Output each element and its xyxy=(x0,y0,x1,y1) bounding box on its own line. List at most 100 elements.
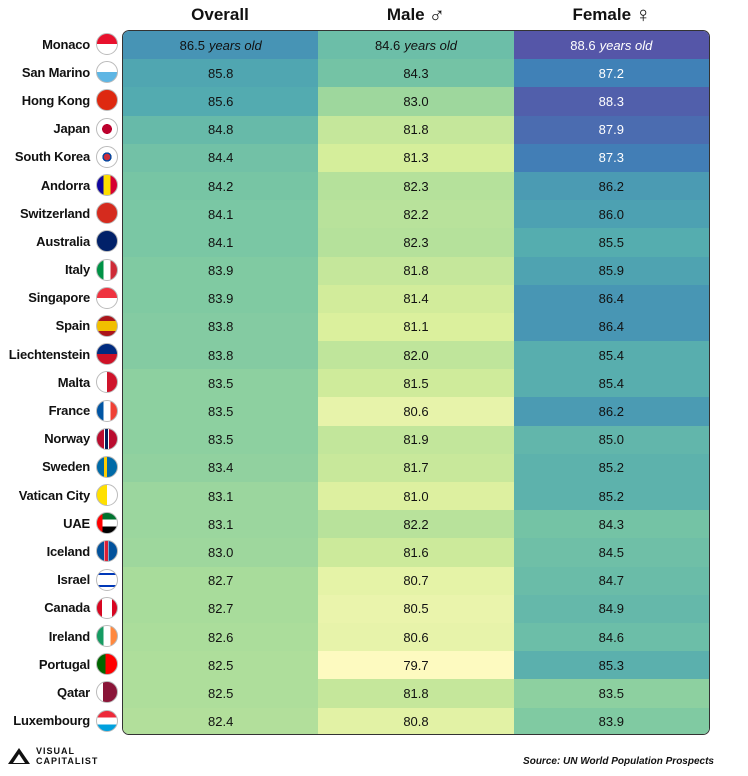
country-label-row: Iceland xyxy=(0,537,122,565)
flag-malta-icon xyxy=(96,371,118,394)
male-value: 80.7 xyxy=(403,573,429,589)
male-value-cell: 82.2 xyxy=(318,510,514,539)
table-row: 83.9 81.8 85.9 xyxy=(123,256,709,285)
male-value: 80.5 xyxy=(403,601,429,617)
country-label-row: Hong Kong xyxy=(0,86,122,114)
table-row: 83.9 81.4 86.4 xyxy=(123,284,709,313)
female-value-cell: 86.2 xyxy=(513,171,709,201)
female-value-cell: 87.9 xyxy=(513,115,709,144)
overall-value: 83.9 xyxy=(208,263,234,279)
male-value-cell: 82.3 xyxy=(318,228,514,257)
male-value: 81.8 xyxy=(403,685,429,701)
female-value: 86.4 xyxy=(598,291,624,307)
male-value: 79.7 xyxy=(403,657,429,673)
male-value: 82.3 xyxy=(403,234,429,250)
flag-norway-icon xyxy=(96,427,118,450)
flag-ireland-icon xyxy=(96,625,118,648)
flag-australia-icon xyxy=(96,230,118,253)
female-value-cell: 85.3 xyxy=(513,651,709,680)
female-value-cell: 86.0 xyxy=(513,200,709,229)
overall-value-cell: 84.1 xyxy=(123,228,319,257)
overall-value: 82.6 xyxy=(208,629,234,645)
flag-portugal-icon xyxy=(96,653,118,676)
logo-text: VISUAL CAPITALIST xyxy=(36,746,98,766)
female-value-cell: 84.6 xyxy=(513,622,709,652)
country-name: Australia xyxy=(36,233,90,249)
logo-line-1: VISUAL xyxy=(36,746,76,756)
country-label-row: Singapore xyxy=(0,284,122,312)
male-value: 80.6 xyxy=(403,404,429,420)
country-name: Qatar xyxy=(57,684,90,700)
table-row: 83.5 81.9 85.0 xyxy=(123,425,709,454)
male-value-cell: 81.8 xyxy=(318,256,514,285)
female-value: 86.2 xyxy=(598,404,624,420)
female-value: 88.6 xyxy=(570,37,596,53)
country-name: Vatican City xyxy=(18,487,90,503)
female-value-cell: 88.3 xyxy=(513,87,709,116)
country-name: Switzerland xyxy=(19,205,90,221)
male-value-cell: 83.0 xyxy=(318,87,514,116)
country-label-row: Qatar xyxy=(0,678,122,706)
flag-monaco-icon xyxy=(96,33,118,56)
table-row: 83.5 81.5 85.4 xyxy=(123,369,709,398)
country-name: Sweden xyxy=(42,459,90,475)
overall-value-cell: 82.5 xyxy=(123,679,319,708)
table-row: 83.4 81.7 85.2 xyxy=(123,453,709,482)
overall-value-cell: 83.8 xyxy=(123,312,319,342)
overall-value-cell: 86.5 years old xyxy=(123,31,319,60)
country-label-row: Sweden xyxy=(0,453,122,481)
female-value: 87.9 xyxy=(598,122,624,138)
country-name: Portugal xyxy=(38,656,90,672)
table-row: 85.6 83.0 88.3 xyxy=(123,87,709,116)
male-value-cell: 81.8 xyxy=(318,115,514,144)
country-label-row: Portugal xyxy=(0,650,122,678)
country-name: Japan xyxy=(53,121,90,137)
female-value-cell: 85.5 xyxy=(513,228,709,257)
column-header-overall: Overall xyxy=(122,0,318,30)
male-value-cell: 81.4 xyxy=(318,284,514,313)
country-name: Israel xyxy=(57,572,90,588)
female-value-cell: 84.9 xyxy=(513,594,709,623)
flag-uae-icon xyxy=(96,512,118,535)
flag-france-icon xyxy=(96,399,118,422)
male-value: 81.0 xyxy=(403,488,429,504)
male-value-cell: 81.9 xyxy=(318,425,514,454)
female-value-cell: 85.2 xyxy=(513,453,709,482)
country-name: Luxembourg xyxy=(13,713,90,729)
female-value: 85.0 xyxy=(598,432,624,448)
country-name: South Korea xyxy=(14,149,90,165)
male-value: 83.0 xyxy=(403,93,429,109)
female-value-cell: 85.9 xyxy=(513,256,709,285)
male-value: 80.8 xyxy=(403,714,429,730)
overall-value-cell: 83.9 xyxy=(123,256,319,285)
male-value-cell: 79.7 xyxy=(318,651,514,680)
country-label-row: Monaco xyxy=(0,30,122,58)
female-value: 85.5 xyxy=(598,234,624,250)
overall-value-cell: 83.5 xyxy=(123,397,319,426)
male-value: 81.7 xyxy=(403,460,429,476)
female-value: 85.4 xyxy=(598,375,624,391)
table-row: 84.4 81.3 87.3 xyxy=(123,143,709,172)
female-value-cell: 88.6 years old xyxy=(513,31,709,60)
country-label-row: Luxembourg xyxy=(0,707,122,735)
female-value-cell: 84.5 xyxy=(513,538,709,567)
country-labels: Monaco San Marino Hong Kong Japan South Kore… xyxy=(0,30,122,735)
male-value: 81.8 xyxy=(403,263,429,279)
overall-value: 83.8 xyxy=(208,347,234,363)
male-value-cell: 80.6 xyxy=(318,622,514,652)
country-name: Hong Kong xyxy=(21,92,90,108)
overall-value-cell: 83.1 xyxy=(123,510,319,539)
country-name: Andorra xyxy=(40,177,90,193)
male-value: 81.3 xyxy=(403,150,429,166)
female-value-cell: 86.2 xyxy=(513,397,709,426)
country-label-row: Canada xyxy=(0,594,122,622)
country-name: Singapore xyxy=(28,290,90,306)
country-name: Ireland xyxy=(48,628,90,644)
flag-sweden-icon xyxy=(96,455,118,478)
overall-value: 85.6 xyxy=(208,93,234,109)
male-value-cell: 80.6 xyxy=(318,397,514,426)
country-label-row: Norway xyxy=(0,425,122,453)
overall-value: 83.4 xyxy=(208,460,234,476)
column-header-label: Male xyxy=(386,5,425,24)
country-label-row: Japan xyxy=(0,115,122,143)
